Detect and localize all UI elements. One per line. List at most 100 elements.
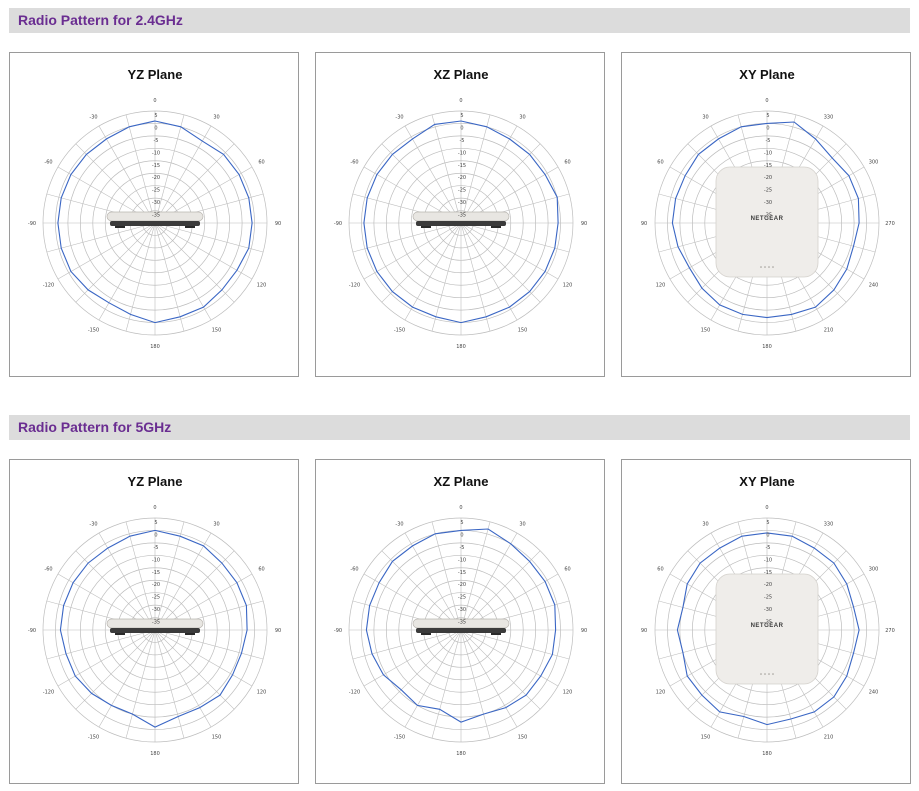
radial-tick-label: 0 — [154, 125, 157, 131]
radial-tick-label: 0 — [766, 125, 769, 131]
device-led — [764, 266, 766, 268]
radial-tick-label: 5 — [460, 113, 463, 119]
angle-tick-label: 150 — [518, 735, 528, 741]
angle-tick-label: -150 — [394, 328, 405, 334]
radial-tick-label: 5 — [766, 520, 769, 526]
device-foot — [185, 226, 195, 228]
series-line — [59, 529, 248, 728]
grid-spoke — [57, 222, 156, 280]
angle-tick-label: 150 — [518, 328, 528, 334]
radial-tick-label: -10 — [152, 557, 160, 563]
device-side-image — [412, 211, 510, 228]
chart-title: XY Plane — [739, 474, 794, 489]
grid-spoke — [460, 629, 559, 687]
device-base — [416, 628, 506, 633]
device-foot — [115, 226, 125, 228]
polar-chart: XY Plane NETGEAR 5 0 -5 -10 -15 -20 -25 -30 -35 0 33… — [641, 474, 895, 757]
grid-spoke — [154, 222, 264, 253]
grid-spoke — [404, 125, 462, 224]
angle-tick-label: -30 — [89, 114, 97, 120]
section-header-2-4ghz: Radio Pattern for 2.4GHz — [9, 8, 910, 33]
grid-spoke — [98, 222, 156, 321]
angle-tick-label: 120 — [257, 283, 267, 289]
radial-tick-label: -5 — [154, 545, 159, 551]
radial-tick-label: 5 — [460, 520, 463, 526]
device-base — [110, 221, 200, 226]
grid-spoke — [404, 629, 462, 728]
grid-spoke — [352, 222, 462, 253]
grid-spoke — [352, 629, 462, 660]
grid-spoke — [431, 114, 462, 224]
angle-tick-label: 300 — [869, 160, 879, 166]
grid-spoke — [431, 521, 462, 631]
device-top-body — [715, 573, 819, 685]
grid-spoke — [98, 532, 156, 631]
radial-tick-label: -35 — [764, 620, 772, 626]
angle-tick-label: 150 — [701, 735, 711, 741]
chart-title: XZ Plane — [434, 67, 489, 82]
grid-spoke — [404, 532, 462, 631]
radial-tick-label: -5 — [460, 545, 465, 551]
angle-tick-label: -120 — [43, 283, 54, 289]
grid-spoke — [381, 222, 462, 303]
grid-spoke — [460, 550, 541, 631]
angle-tick-label: 150 — [212, 328, 222, 334]
radial-tick-label: -30 — [152, 200, 160, 206]
angle-tick-label: 60 — [258, 160, 264, 166]
chart-panel-5ghz-yz: YZ Plane 5 0 -5 -10 -15 -20 -25 -30 -35 0 30 60 90 120… — [9, 459, 299, 784]
radial-tick-label: -35 — [764, 213, 772, 219]
grid-spoke — [460, 222, 518, 321]
angle-tick-label: -30 — [395, 114, 403, 120]
angle-tick-label: -120 — [43, 690, 54, 696]
device-side-image — [106, 618, 204, 635]
angle-tick-label: -150 — [88, 735, 99, 741]
grid-spoke — [75, 550, 156, 631]
grid-spoke — [381, 143, 462, 224]
device-base — [416, 221, 506, 226]
radial-tick-label: -35 — [152, 620, 160, 626]
angle-tick-label: -60 — [350, 160, 358, 166]
grid-spoke — [98, 629, 156, 728]
grid-spoke — [125, 222, 156, 332]
radial-tick-label: -20 — [458, 175, 466, 181]
angle-tick-label: 270 — [885, 628, 895, 634]
radial-tick-label: -15 — [152, 163, 160, 169]
device-led — [760, 673, 762, 675]
device-logo: NETGEAR — [751, 623, 784, 629]
grid-spoke — [125, 114, 156, 224]
radial-tick-label: -25 — [458, 595, 466, 601]
chart-panel-5ghz-xy: XY Plane NETGEAR 5 0 -5 -10 -15 -20 -25 -30 -35 0 33… — [621, 459, 911, 784]
angle-tick-label: -90 — [28, 628, 36, 634]
radial-tick-label: -15 — [152, 570, 160, 576]
grid-spoke — [154, 629, 264, 660]
device-top-body — [715, 166, 819, 278]
radial-tick-label: -25 — [764, 595, 772, 601]
series-line — [363, 120, 559, 324]
device-base — [110, 628, 200, 633]
angle-tick-label: 60 — [564, 567, 570, 573]
radial-tick-label: -30 — [764, 607, 772, 613]
angle-tick-label: 30 — [213, 114, 219, 120]
grid-spoke — [154, 114, 185, 224]
radial-tick-label: -30 — [152, 607, 160, 613]
grid-spoke — [460, 143, 541, 224]
angle-tick-label: -120 — [349, 283, 360, 289]
radial-tick-label: 5 — [154, 113, 157, 119]
angle-tick-label: 150 — [701, 328, 711, 334]
grid-spoke — [460, 521, 491, 631]
angle-tick-label: -60 — [44, 160, 52, 166]
chart-panel-2-4ghz-xy: XY Plane NETGEAR 5 0 -5 -10 -15 -20 -25 -30 -35 0 33… — [621, 52, 911, 377]
radial-tick-label: 5 — [766, 113, 769, 119]
device-foot — [491, 226, 501, 228]
grid-spoke — [460, 222, 570, 253]
device-foot — [421, 226, 431, 228]
angle-tick-label: 270 — [885, 221, 895, 227]
angle-tick-label: 90 — [275, 628, 281, 634]
radial-tick-label: 0 — [154, 532, 157, 538]
angle-tick-label: 60 — [657, 160, 663, 166]
device-led — [772, 266, 774, 268]
angle-tick-label: 30 — [702, 114, 708, 120]
angle-tick-label: -30 — [395, 521, 403, 527]
angle-tick-label: 330 — [824, 521, 834, 527]
grid-spoke — [460, 532, 518, 631]
